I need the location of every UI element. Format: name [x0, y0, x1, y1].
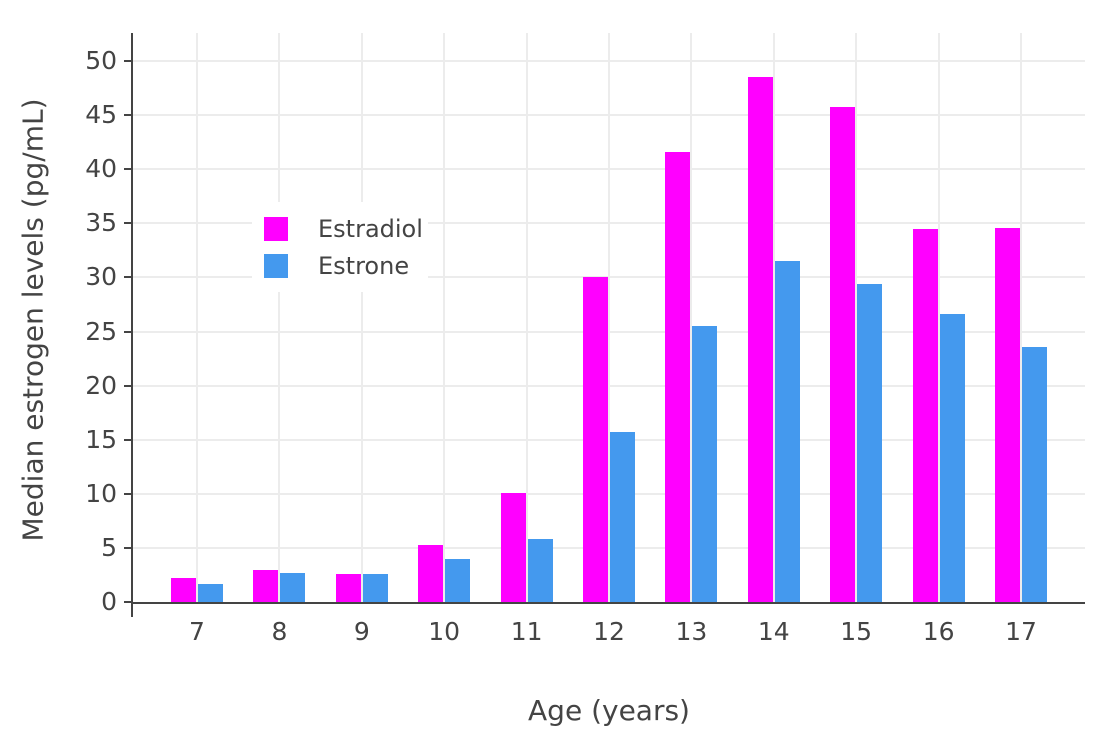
bar-estradiol-age-8[interactable] [253, 570, 278, 602]
y-tick-label: 45 [85, 100, 117, 130]
bar-estrone-age-13[interactable] [692, 326, 717, 602]
vertical-gridline [443, 33, 446, 602]
x-tick-label: 16 [922, 617, 955, 646]
horizontal-gridline [133, 438, 1085, 441]
bar-estradiol-age-16[interactable] [913, 229, 938, 602]
bar-estradiol-age-14[interactable] [748, 77, 773, 602]
vertical-gridline [690, 33, 693, 602]
bar-estrone-age-12[interactable] [610, 432, 635, 602]
legend-label-estrone: Estrone [318, 251, 410, 280]
y-axis-tick [124, 492, 131, 495]
vertical-gridline [196, 33, 198, 602]
horizontal-gridline [133, 276, 1085, 279]
y-tick-label: 15 [85, 424, 117, 454]
x-tick-label: 14 [757, 617, 790, 646]
vertical-gridline [1020, 33, 1022, 602]
bar-estrone-age-8[interactable] [280, 573, 305, 602]
y-tick-label: 20 [85, 370, 117, 400]
y-tick-label: 25 [85, 316, 117, 346]
vertical-gridline [360, 33, 363, 602]
estradiol-swatch-icon [264, 216, 288, 241]
bar-estrone-age-11[interactable] [528, 539, 553, 602]
bar-estrone-age-16[interactable] [940, 314, 965, 602]
y-tick-label: 30 [85, 262, 117, 292]
horizontal-gridline [133, 222, 1085, 225]
y-axis-title: Median estrogen levels (pg/mL) [16, 98, 50, 542]
y-tick-label: 5 [101, 532, 117, 562]
legend-item-estrone[interactable]: Estrone [264, 247, 428, 284]
legend: Estradiol Estrone [252, 202, 428, 292]
y-tick-label: 40 [85, 154, 117, 184]
bar-estrone-age-15[interactable] [857, 284, 882, 602]
y-axis-tick [124, 330, 131, 333]
estrone-swatch-icon [264, 253, 288, 278]
y-axis-tick [124, 60, 131, 63]
bar-estradiol-age-11[interactable] [501, 493, 526, 602]
x-tick-label: 15 [840, 617, 873, 646]
x-tick-label: 11 [510, 617, 543, 646]
y-axis-tick [124, 601, 131, 603]
horizontal-gridline [133, 546, 1085, 549]
x-tick-label: 9 [353, 617, 370, 646]
y-tick-label: 50 [85, 46, 117, 76]
bar-estrone-age-9[interactable] [363, 574, 388, 602]
vertical-gridline [772, 33, 775, 602]
y-tick-label: 35 [85, 208, 117, 238]
horizontal-gridline [133, 114, 1085, 117]
horizontal-gridline [133, 492, 1085, 495]
horizontal-gridline [133, 330, 1085, 333]
bar-estrone-age-7[interactable] [198, 584, 223, 602]
y-axis-line [131, 33, 133, 617]
y-tick-label: 10 [85, 478, 117, 508]
x-tick-label: 12 [593, 617, 625, 646]
x-tick-label: 8 [271, 617, 288, 646]
y-axis-tick [124, 546, 131, 549]
vertical-gridline [525, 33, 528, 602]
bar-estradiol-age-9[interactable] [336, 574, 361, 602]
bar-estrone-age-10[interactable] [445, 559, 470, 602]
x-tick-label: 10 [428, 617, 461, 646]
horizontal-gridline [133, 60, 1085, 63]
y-axis-tick [124, 168, 131, 171]
vertical-gridline [855, 33, 858, 602]
y-axis-tick [124, 384, 131, 387]
vertical-gridline [608, 33, 610, 602]
horizontal-gridline [133, 384, 1085, 387]
x-tick-label: 17 [1005, 617, 1037, 646]
y-axis-tick [124, 222, 131, 225]
bar-estrone-age-14[interactable] [775, 261, 800, 602]
bar-estradiol-age-17[interactable] [995, 228, 1020, 602]
vertical-gridline [278, 33, 281, 602]
horizontal-gridline [133, 168, 1085, 171]
vertical-gridline [937, 33, 940, 602]
bar-estradiol-age-7[interactable] [171, 578, 196, 602]
x-tick-label: 13 [675, 617, 708, 646]
legend-item-estradiol[interactable]: Estradiol [264, 210, 428, 247]
y-axis-tick [124, 438, 131, 441]
x-tick-label: 7 [189, 617, 205, 646]
x-axis-line [131, 602, 1085, 604]
bar-estradiol-age-13[interactable] [665, 152, 690, 602]
legend-label-estradiol: Estradiol [318, 214, 423, 243]
x-axis-title: Age (years) [528, 694, 690, 727]
bar-estrone-age-17[interactable] [1022, 347, 1047, 602]
bar-estradiol-age-12[interactable] [583, 277, 608, 602]
y-tick-label: 0 [101, 587, 117, 616]
bar-estradiol-age-15[interactable] [830, 107, 855, 602]
bar-estradiol-age-10[interactable] [418, 545, 443, 602]
y-axis-tick [124, 114, 131, 117]
y-axis-tick [124, 276, 131, 279]
